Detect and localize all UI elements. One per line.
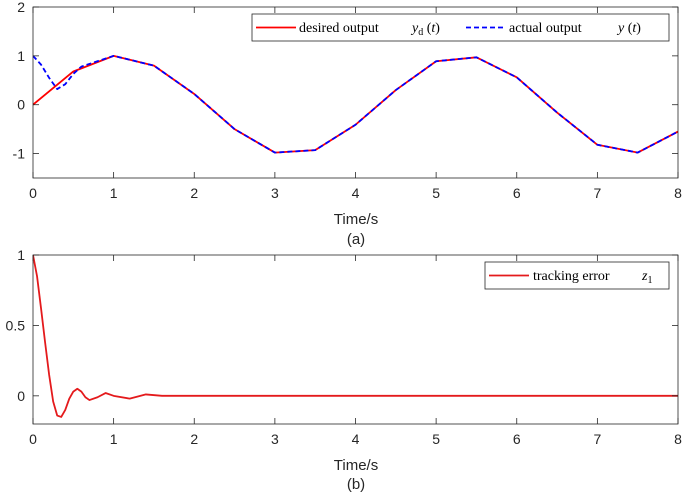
chart-b-xtick-label: 6 [513,431,521,447]
chart-a: 0 1 2 3 4 5 6 7 8 -1 0 1 2 Time/s (a) desired output… [13,0,683,248]
chart-a-legend-label-desired: desired output [299,21,379,36]
chart-b-legend-label-error: tracking error [533,269,610,284]
chart-a-xlabel: Time/s [334,211,378,228]
chart-a-ytick-label: 2 [17,0,25,15]
chart-a-legend: desired output yd (t) actual output y (t… [251,13,670,42]
chart-a-xtick-label: 6 [513,185,521,201]
chart-b-legend-math-error: z1 [641,269,652,286]
chart-b-xtick-label: 0 [29,431,37,447]
chart-b-legend: tracking error z1 [484,261,670,290]
chart-b-xtick-label: 3 [271,431,279,447]
chart-a-caption: (a) [347,231,365,248]
chart-b-xtick-label: 5 [432,431,440,447]
chart-b-ytick-label: 0.5 [6,317,26,333]
chart-b-plot-area: 0 1 2 3 4 5 6 7 8 0 0.5 1 [6,247,683,447]
chart-a-xtick-label: 2 [190,185,198,201]
chart-b-series-primary-line [33,255,678,418]
chart-b-xtick-label: 4 [352,431,360,447]
chart-b-ytick-label: 0 [17,388,25,404]
chart-a-xtick-label: 0 [29,185,37,201]
chart-a-plot-area: 0 1 2 3 4 5 6 7 8 -1 0 1 2 [13,0,683,201]
chart-a-xtick-label: 7 [593,185,601,201]
chart-a-legend-math-actual: y (t) [616,21,641,36]
chart-a-legend-box [251,13,670,42]
chart-b-xtick-label: 1 [110,431,118,447]
chart-a-series-secondary-line [33,54,678,154]
chart-b-xtick-label: 2 [190,431,198,447]
chart-a-legend-math-desired: yd (t) [410,21,440,38]
chart-b: 0 1 2 3 4 5 6 7 8 0 0.5 1 Time/s (b) tracking error… [6,247,683,493]
chart-a-ytick-label: 1 [17,48,25,64]
chart-b-xtick-label: 8 [674,431,682,447]
chart-a-ytick-label: 0 [17,97,25,113]
chart-b-xlabel: Time/s [334,457,378,474]
chart-a-xtick-label: 5 [432,185,440,201]
chart-a-xtick-label: 8 [674,185,682,201]
chart-a-series-primary-line [33,54,678,154]
chart-a-xtick-label: 3 [271,185,279,201]
chart-a-legend-label-actual: actual output [509,21,582,36]
chart-a-xtick-label: 4 [352,185,360,201]
chart-a-ytick-label: -1 [13,146,26,162]
chart-b-ytick-label: 1 [17,247,25,263]
chart-b-xtick-label: 7 [593,431,601,447]
chart-b-caption: (b) [347,476,365,493]
chart-a-xtick-label: 1 [110,185,118,201]
